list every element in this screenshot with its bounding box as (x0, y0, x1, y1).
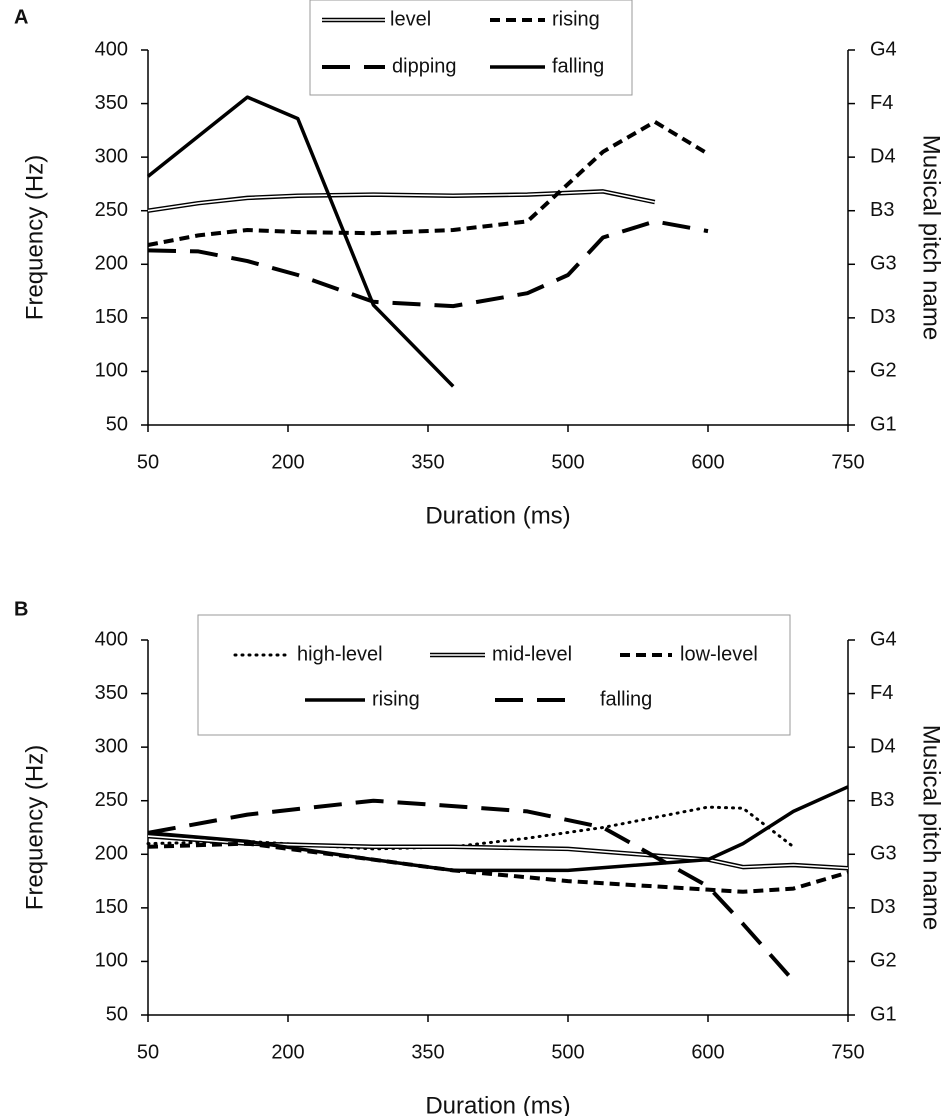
y2-tick-label: D4 (870, 735, 896, 757)
y2-tick-label: G3 (870, 253, 897, 275)
y2-tick-label: D3 (870, 896, 896, 918)
y-tick-label: 400 (95, 628, 128, 650)
legend-label: low-level (680, 643, 758, 665)
x-tick-label: 200 (271, 1041, 304, 1063)
panel-label: B (14, 598, 28, 620)
y-tick-label: 100 (95, 950, 128, 972)
x-tick-label: 750 (831, 451, 864, 473)
legend-label: rising (552, 8, 600, 30)
y2-tick-label: G4 (870, 628, 897, 650)
y2-tick-label: G1 (870, 413, 897, 435)
line-series (147, 841, 849, 894)
legend-label: level (390, 8, 431, 30)
y-tick-label: 400 (95, 38, 128, 60)
legend-label: mid-level (492, 643, 572, 665)
legend-box (197, 614, 791, 736)
line-series-inner (147, 835, 849, 869)
y-tick-label: 300 (95, 735, 128, 757)
line-series (147, 785, 849, 873)
y2-tick-label: G3 (870, 843, 897, 865)
y-tick-label: 350 (95, 92, 128, 114)
y2-tick-label: F4 (870, 682, 893, 704)
line-series (147, 219, 709, 309)
x-tick-label: 600 (691, 451, 724, 473)
line-series (146, 95, 455, 388)
x-tick-label: 350 (411, 451, 444, 473)
x-axis-title: Duration (ms) (425, 1092, 570, 1116)
y2-axis-title: Musical pitch name (918, 135, 945, 340)
y-tick-label: 200 (95, 253, 128, 275)
y-tick-label: 50 (106, 413, 128, 435)
x-tick-label: 350 (411, 1041, 444, 1063)
y2-tick-label: B3 (870, 789, 894, 811)
y2-tick-label: G1 (870, 1003, 897, 1025)
legend-label: dipping (392, 55, 457, 77)
legend-label: rising (372, 688, 420, 710)
x-axis-title: Duration (ms) (425, 502, 570, 529)
x-tick-label: 200 (271, 451, 304, 473)
y-tick-label: 100 (95, 360, 128, 382)
y2-tick-label: G2 (870, 950, 897, 972)
line-series (147, 798, 795, 983)
y-tick-label: 250 (95, 789, 128, 811)
y-tick-label: 250 (95, 199, 128, 221)
y2-tick-label: G2 (870, 360, 897, 382)
x-tick-label: 50 (137, 1041, 159, 1063)
legend-label: high-level (297, 643, 383, 665)
y-tick-label: 150 (95, 306, 128, 328)
line-series-inner (147, 190, 655, 212)
line-series (147, 119, 710, 247)
x-tick-label: 500 (551, 1041, 584, 1063)
y-tick-label: 300 (95, 145, 128, 167)
x-tick-label: 50 (137, 451, 159, 473)
y-tick-label: 50 (106, 1003, 128, 1025)
y2-tick-label: D3 (870, 306, 896, 328)
y2-tick-label: B3 (870, 199, 894, 221)
legend-label: falling (552, 55, 604, 77)
x-tick-label: 600 (691, 1041, 724, 1063)
y-tick-label: 350 (95, 682, 128, 704)
legend-label: falling (600, 688, 652, 710)
x-tick-label: 750 (831, 1041, 864, 1063)
y2-tick-label: G4 (870, 38, 897, 60)
y2-tick-label: F4 (870, 92, 893, 114)
y-tick-label: 200 (95, 843, 128, 865)
y2-tick-label: D4 (870, 145, 896, 167)
panel-label: A (14, 6, 28, 28)
y-tick-label: 150 (95, 896, 128, 918)
x-tick-label: 500 (551, 451, 584, 473)
y2-axis-title: Musical pitch name (918, 725, 945, 930)
legend-box (309, 0, 633, 96)
y-axis-title: Frequency (Hz) (21, 745, 48, 910)
y-axis-title: Frequency (Hz) (21, 155, 48, 320)
